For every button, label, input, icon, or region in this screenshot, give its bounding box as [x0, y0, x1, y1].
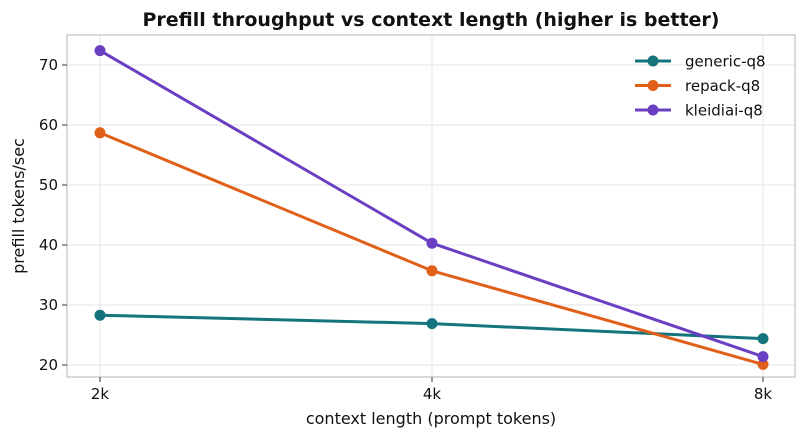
chart-title: Prefill throughput vs context length (hi…	[143, 9, 720, 31]
legend-item: generic-q8	[635, 53, 766, 71]
y-tick-label: 30	[39, 296, 58, 314]
y-tick-label: 50	[39, 176, 58, 194]
data-point	[426, 265, 438, 277]
series-group	[94, 45, 769, 370]
legend-label: repack-q8	[685, 77, 760, 95]
data-point	[757, 358, 769, 370]
series-repack-q8	[94, 127, 769, 370]
y-tick-label: 60	[39, 116, 58, 134]
data-point	[757, 351, 769, 363]
plot-frame	[66, 34, 796, 378]
legend-marker	[647, 80, 659, 91]
y-tick-label: 40	[39, 236, 58, 254]
legend-label: kleidiai-q8	[685, 102, 763, 120]
axis-ticks: 20 30 40 50 60 70 2k 4k 8k	[39, 56, 773, 403]
data-point	[426, 318, 438, 330]
data-point	[94, 127, 106, 139]
data-point	[757, 333, 769, 345]
x-tick-label: 2k	[91, 385, 110, 403]
series-kleidiai-q8	[94, 45, 769, 363]
y-tick-label: 70	[39, 56, 58, 74]
x-axis-label: context length (prompt tokens)	[306, 409, 556, 428]
y-axis-label: prefill tokens/sec	[9, 138, 28, 274]
x-tick-label: 4k	[423, 385, 442, 403]
data-point	[94, 309, 106, 321]
legend: generic-q8 repack-q8 kleidiai-q8	[635, 53, 766, 120]
legend-label: generic-q8	[685, 53, 766, 71]
legend-marker	[647, 104, 659, 116]
legend-item: kleidiai-q8	[635, 102, 763, 120]
legend-marker	[647, 55, 659, 67]
data-point	[94, 45, 106, 57]
data-point	[426, 237, 438, 249]
y-tick-label: 20	[39, 356, 58, 374]
x-tick-label: 8k	[754, 385, 773, 403]
legend-item: repack-q8	[635, 77, 760, 95]
